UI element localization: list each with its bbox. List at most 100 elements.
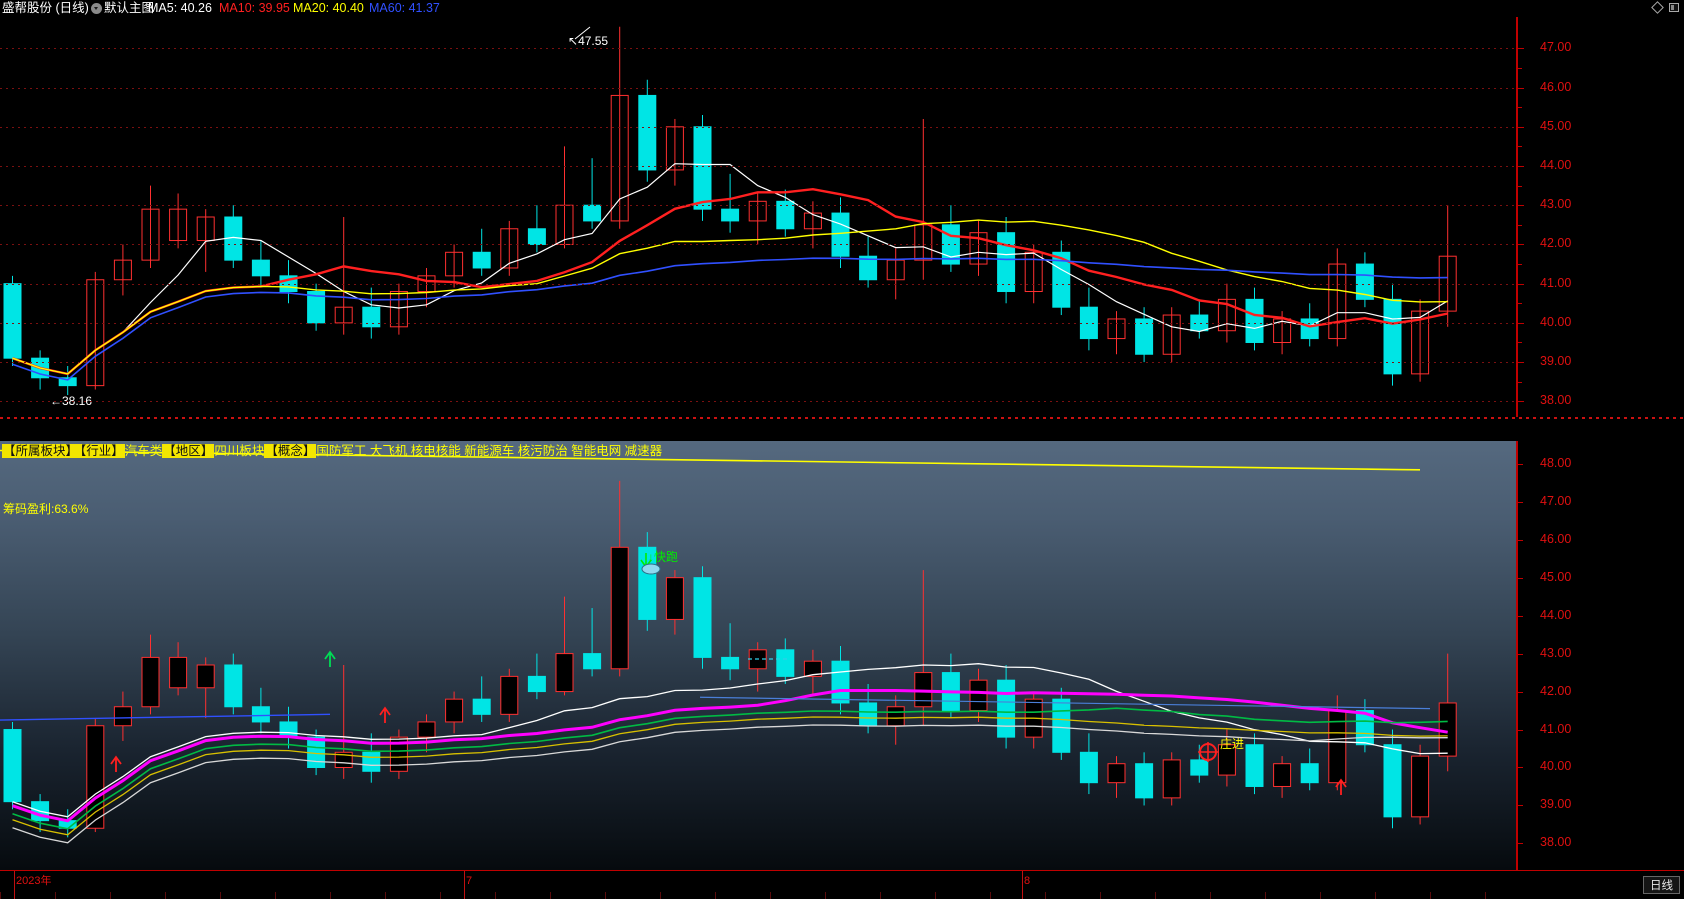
date-tick: [550, 892, 551, 899]
date-tick: [385, 892, 386, 899]
axis-tick: [1518, 166, 1524, 168]
axis-label: 47.00: [1540, 493, 1572, 508]
axis-tick: [1518, 501, 1523, 503]
axis-label: 41.00: [1540, 721, 1572, 736]
gridline: [0, 126, 1516, 128]
date-tick: [220, 892, 221, 899]
axis-tick: [1518, 843, 1523, 845]
gridline: [0, 87, 1516, 89]
axis-minor-tick: [1518, 185, 1522, 187]
date-tick: [165, 892, 166, 899]
axis-label: 39.00: [1540, 797, 1572, 812]
date-major-tick: [464, 871, 465, 899]
main-ma20-label: MA20: 40.40: [293, 1, 364, 15]
axis-tick: [1518, 48, 1524, 50]
chart-preset-name[interactable]: 默认主图: [104, 1, 155, 15]
axis-tick: [1518, 539, 1523, 541]
indicator-header-spacer: [0, 423, 1684, 440]
date-tick: [660, 892, 661, 899]
axis-tick: [1518, 577, 1523, 579]
diamond-icon[interactable]: [1651, 1, 1664, 14]
date-tick: [440, 892, 441, 899]
date-axis[interactable]: 日线 2023年 7 8: [0, 870, 1684, 899]
main-price-axis[interactable]: 38.00 39.00 40.00 41.00 42.00 43.00 44.00 45.00…: [1516, 17, 1684, 417]
axis-tick: [1518, 244, 1524, 246]
axis-label: 46.00: [1540, 79, 1572, 94]
axis-tick: [1518, 87, 1524, 89]
axis-tick: [1518, 322, 1524, 324]
date-tick: [330, 892, 331, 899]
date-tick: [1100, 892, 1101, 899]
axis-label: 40.00: [1540, 314, 1572, 329]
main-chart-header: 盛帮股份 (日线) 默认主图 MA5: 40.26 MA10: 39.95 MA…: [0, 0, 1684, 17]
gridline: [0, 283, 1516, 285]
tag-concept-list[interactable]: 国防军工 大飞机 核电核能 新能源车 核污防治 智能电网 减速器: [316, 444, 663, 458]
axis-minor-tick: [1518, 264, 1522, 266]
sector-tag-bar: 【所属板块】 【行业】汽车类【地区】四川板块【概念】国防军工 大飞机 核电核能 新…: [0, 443, 1516, 460]
gridline: [0, 401, 1516, 403]
date-tick: [55, 892, 56, 899]
gridline: [0, 244, 1516, 246]
main-ma60-label: MA60: 41.37: [369, 1, 440, 15]
sub-indicator-chart[interactable]: 筹码盈利:63.6% ↓快跑 庄进: [0, 441, 1516, 870]
date-tick: [770, 892, 771, 899]
axis-label: 43.00: [1540, 645, 1572, 660]
gridline: [0, 166, 1516, 168]
period-selector[interactable]: 日线: [1643, 876, 1680, 894]
date-tick: [715, 892, 716, 899]
axis-tick: [1518, 653, 1523, 655]
date-major-tick: [1022, 871, 1023, 899]
tag-region-label[interactable]: 【地区】: [162, 444, 215, 458]
date-tick: [935, 892, 936, 899]
date-tick: [825, 892, 826, 899]
axis-minor-tick: [1518, 342, 1522, 344]
axis-tick: [1518, 805, 1523, 807]
tag-concept-label[interactable]: 【概念】: [264, 444, 317, 458]
axis-label: 38.00: [1540, 393, 1572, 408]
date-label: 2023年: [16, 875, 52, 887]
marker-fast-exit-label: ↓快跑: [648, 550, 679, 564]
date-tick: [1375, 892, 1376, 899]
date-tick: [1045, 892, 1046, 899]
tag-prefix[interactable]: 【所属板块】: [2, 444, 80, 458]
main-ma10-label: MA10: 39.95: [219, 1, 290, 15]
stock-title[interactable]: 盛帮股份 (日线): [2, 1, 89, 15]
axis-tick: [1518, 362, 1524, 364]
date-tick: [1485, 892, 1486, 899]
tag-region[interactable]: 四川板块: [214, 444, 265, 458]
date-tick: [495, 892, 496, 899]
date-tick: [990, 892, 991, 899]
axis-label: 43.00: [1540, 197, 1572, 212]
tag-industry-label[interactable]: 【行业】: [79, 444, 125, 458]
date-tick: [1320, 892, 1321, 899]
date-tick: [880, 892, 881, 899]
sub-chart-canvas: [0, 449, 1457, 844]
axis-label: 48.00: [1540, 455, 1572, 470]
axis-label: 42.00: [1540, 683, 1572, 698]
chevron-down-icon[interactable]: [91, 3, 102, 14]
axis-tick: [1518, 463, 1523, 465]
main-price-chart[interactable]: ↖47.55 ←38.16: [0, 17, 1516, 417]
chip-profit-label: 筹码盈利:63.6%: [3, 502, 89, 516]
date-label: 7: [466, 875, 473, 887]
axis-label: 39.00: [1540, 354, 1572, 369]
date-major-tick: [14, 871, 15, 899]
low-price-annotation: ←38.16: [50, 394, 93, 408]
gridline: [0, 205, 1516, 207]
axis-minor-tick: [1518, 381, 1522, 383]
window-icon[interactable]: [1669, 3, 1679, 12]
panel-separator-dotted: [0, 417, 1684, 419]
axis-label: 45.00: [1540, 569, 1572, 584]
date-tick: [1155, 892, 1156, 899]
tag-industry[interactable]: 汽车类: [124, 444, 163, 458]
date-tick: [110, 892, 111, 899]
axis-tick: [1518, 205, 1524, 207]
axis-label: 42.00: [1540, 236, 1572, 251]
date-tick: [1210, 892, 1211, 899]
marker-banker-in-label: 庄进: [1220, 737, 1245, 751]
axis-tick: [1518, 126, 1524, 128]
axis-tick: [1518, 615, 1523, 617]
axis-label: 45.00: [1540, 118, 1572, 133]
sub-price-axis[interactable]: 38.00 39.00 40.00 41.00 42.00 43.00 44.00 45.00…: [1516, 441, 1684, 870]
